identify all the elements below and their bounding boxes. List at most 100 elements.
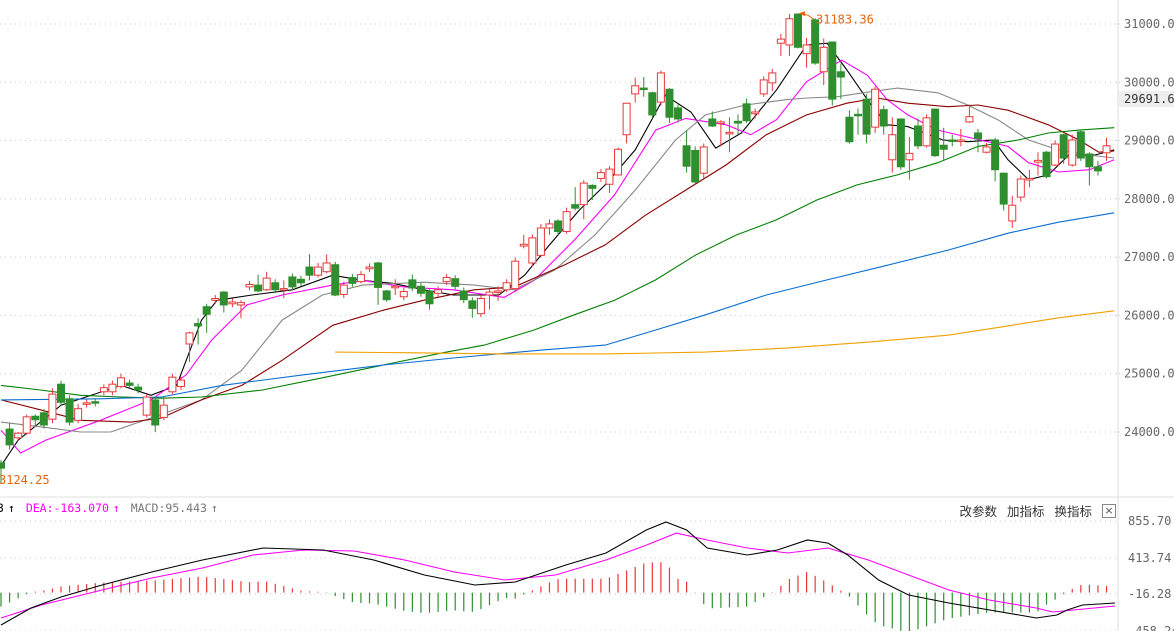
candle <box>159 397 168 421</box>
candle <box>828 41 837 106</box>
candle-body <box>451 278 460 287</box>
candle <box>1016 175 1025 202</box>
candle <box>776 33 785 57</box>
candle <box>614 147 623 176</box>
candle-body <box>879 109 888 127</box>
candle <box>39 409 48 429</box>
candle <box>836 63 845 100</box>
candle <box>536 223 545 258</box>
candle <box>913 118 922 150</box>
switch-indicator-button[interactable]: 换指标 <box>1054 504 1092 519</box>
candle <box>554 219 563 235</box>
candle-body <box>888 134 897 161</box>
moving-average-line <box>0 97 1115 423</box>
candle-body <box>725 131 734 135</box>
candle <box>854 108 862 135</box>
candle <box>1102 137 1111 161</box>
price-tick-label: 29000.0 <box>1124 134 1174 148</box>
candle <box>296 275 305 287</box>
candle-body <box>1102 145 1111 154</box>
candle-body <box>973 132 982 140</box>
candle-body <box>1042 151 1051 178</box>
high-low-annotations: 31183.36 3124.25 <box>0 11 874 487</box>
candle-body <box>871 88 880 128</box>
candle <box>91 398 100 407</box>
candle <box>451 275 460 290</box>
price-tick-label: 28000.0 <box>1124 192 1174 206</box>
candle <box>905 137 914 180</box>
candle-body <box>939 144 948 150</box>
candle-body <box>476 298 485 315</box>
dif-line <box>0 521 1116 626</box>
edit-params-button[interactable]: 改参数 <box>959 504 997 519</box>
candle <box>631 77 640 103</box>
candle <box>759 76 768 97</box>
candle <box>434 286 443 297</box>
candle <box>819 38 828 86</box>
macd-label: MACD:95.443 <box>130 501 207 515</box>
candle-body <box>562 211 571 232</box>
candle <box>271 279 280 294</box>
price-gridlines <box>0 23 1116 433</box>
candle <box>785 14 794 57</box>
candle <box>922 114 931 148</box>
candle <box>622 102 631 144</box>
candle-body <box>228 301 237 305</box>
candle-body <box>588 184 597 189</box>
candle <box>314 262 323 278</box>
candle-body <box>356 274 365 283</box>
candle <box>605 166 614 194</box>
candle-body <box>194 323 203 327</box>
price-tick-label: 30000.0 <box>1124 75 1174 89</box>
candle-body <box>65 398 74 423</box>
low-price-label: 3124.25 <box>0 473 50 487</box>
candle-body <box>665 88 674 118</box>
candle <box>725 117 734 153</box>
candle <box>862 93 871 144</box>
candle-body <box>922 117 931 147</box>
candle-body <box>982 146 991 153</box>
macd-tick-label: 855.70 <box>1128 514 1171 528</box>
candle <box>1033 152 1042 176</box>
candle-body <box>5 428 14 446</box>
candle <box>65 395 74 426</box>
close-icon[interactable]: × <box>1102 503 1116 518</box>
add-indicator-button[interactable]: 加指标 <box>1006 504 1045 519</box>
candle-body <box>639 87 648 91</box>
candle <box>956 128 965 147</box>
candle <box>973 128 982 153</box>
dea-label: DEA:-163.070 <box>25 501 109 515</box>
candle-body <box>134 386 143 391</box>
candle <box>82 399 91 408</box>
candle <box>545 219 554 235</box>
candle-body <box>1008 204 1017 222</box>
candle-body <box>991 139 1000 171</box>
candle <box>982 142 991 154</box>
candle-body <box>614 148 623 176</box>
candle <box>965 104 974 124</box>
candle-body <box>674 107 683 120</box>
candle <box>31 414 40 427</box>
candle <box>1085 152 1094 186</box>
candle-body <box>605 168 614 185</box>
candle-body <box>1076 131 1085 159</box>
candle <box>648 91 657 119</box>
candle <box>511 257 520 293</box>
moving-average-lines <box>0 42 1115 467</box>
candle <box>185 331 194 363</box>
candle-body <box>794 13 803 48</box>
candle <box>485 289 494 310</box>
candle-body <box>862 98 871 135</box>
candle-body <box>202 306 211 315</box>
candle <box>802 37 811 68</box>
candle-body <box>168 376 177 393</box>
candle <box>5 423 14 450</box>
candle-body <box>648 92 657 116</box>
candle-body <box>802 44 811 55</box>
candle-body <box>913 125 922 147</box>
candle-body <box>159 404 168 418</box>
candle <box>879 105 888 135</box>
candle-body <box>31 415 40 421</box>
moving-average-line <box>335 310 1115 355</box>
